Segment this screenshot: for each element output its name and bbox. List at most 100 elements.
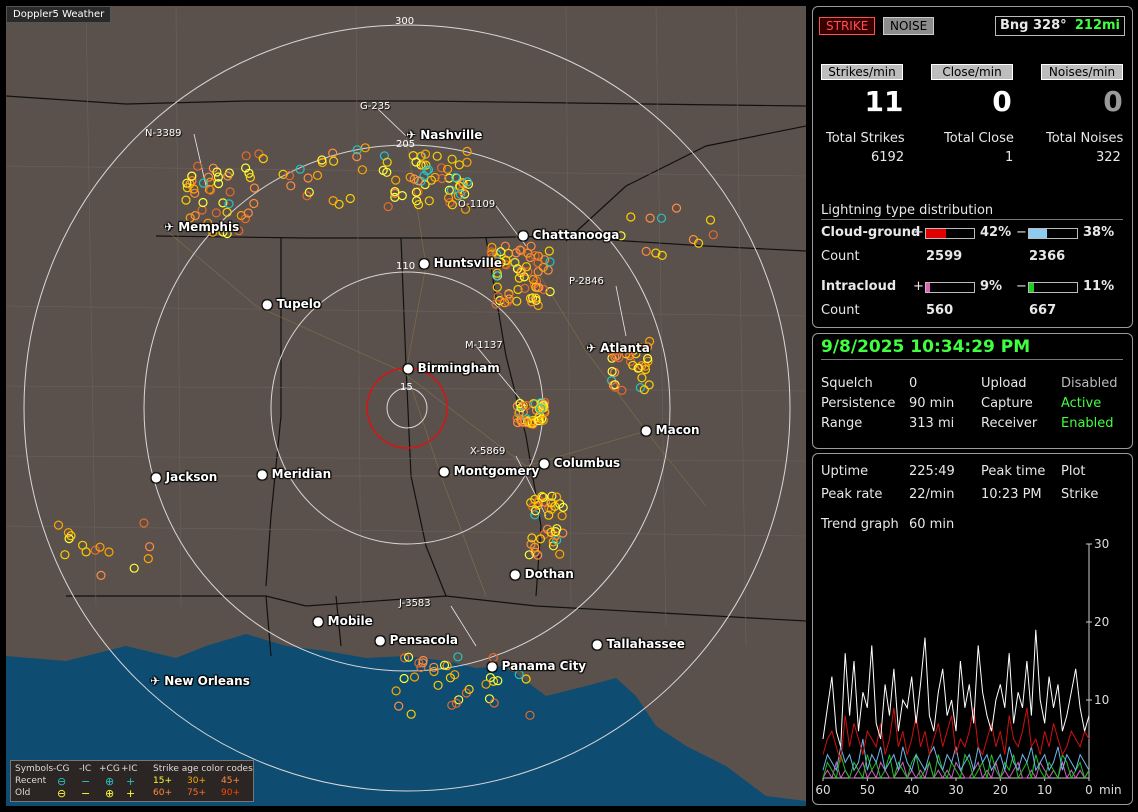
strike-marker <box>352 145 362 155</box>
neg-ic-old-icon: − <box>81 787 91 800</box>
strikes-per-min-button[interactable]: Strikes/min <box>821 64 903 80</box>
strike-marker <box>284 171 295 181</box>
city-label: ● Pensacola <box>375 633 458 647</box>
city-name: Columbus <box>553 456 621 470</box>
strike-marker <box>90 545 100 555</box>
city-label: ● Dothan <box>510 567 574 581</box>
strike-marker <box>514 669 524 680</box>
strike-marker <box>546 527 556 538</box>
range-value[interactable]: 313 mi <box>909 416 955 431</box>
strike-marker <box>642 342 653 352</box>
strike-marker <box>610 352 620 362</box>
strike-marker <box>464 684 474 695</box>
strike-marker <box>204 184 214 195</box>
upload-value[interactable]: Disabled <box>1061 376 1118 391</box>
y-tick-label: 30 <box>1094 537 1109 551</box>
strike-marker <box>486 260 496 270</box>
legend-col-neg-cg: -CG <box>53 764 70 774</box>
strike-marker <box>639 385 649 395</box>
total-close-value: 1 <box>1005 150 1014 165</box>
strike-marker <box>530 494 540 504</box>
ic-count-label: Count <box>821 303 860 318</box>
strike-marker <box>522 417 532 427</box>
ic-positive-percent: 9% <box>980 279 1003 294</box>
strike-marker <box>526 297 537 307</box>
legend-col-pos-ic: +IC <box>121 764 138 774</box>
strike-marker <box>610 382 620 392</box>
city-name: Huntsville <box>433 256 502 270</box>
strike-marker <box>627 345 637 355</box>
strike-marker <box>429 662 439 672</box>
strike-marker <box>633 363 643 373</box>
strike-marker <box>538 262 548 272</box>
strike-marker <box>460 204 471 214</box>
capture-value[interactable]: Active <box>1061 396 1102 411</box>
city-name: Pensacola <box>389 633 458 647</box>
trend-graph-value[interactable]: 60 min <box>909 517 955 532</box>
noises-per-min-button[interactable]: Noises/min <box>1041 64 1123 80</box>
city-name: Tupelo <box>276 297 322 311</box>
close-per-min-button[interactable]: Close/min <box>931 64 1013 80</box>
strike-marker <box>488 652 498 663</box>
ic-negative-count: 667 <box>1029 303 1057 318</box>
strike-marker <box>447 700 457 710</box>
strike-marker <box>245 172 255 183</box>
city-name: Meridian <box>271 467 332 481</box>
strike-marker <box>278 169 288 179</box>
series-line <box>822 753 1090 780</box>
close-per-min-value: 0 <box>992 85 1012 118</box>
ic-positive-bar <box>925 282 975 293</box>
city-dot-icon: ● <box>257 467 272 481</box>
county-lines <box>6 6 806 647</box>
receiver-value[interactable]: Enabled <box>1061 416 1114 431</box>
strike-marker <box>517 417 527 427</box>
city-name: Macon <box>655 423 700 437</box>
strike-marker <box>515 398 525 409</box>
squelch-value[interactable]: 0 <box>909 376 918 391</box>
map-canvas[interactable] <box>6 6 806 806</box>
city-name: Montgomery <box>453 464 540 478</box>
strike-marker <box>424 196 434 206</box>
strike-marker <box>139 518 149 528</box>
strike-marker <box>406 709 416 719</box>
strike-marker <box>528 399 539 409</box>
ic-negative-fill <box>1029 283 1035 292</box>
strike-marker <box>633 342 644 352</box>
strike-marker <box>312 170 323 180</box>
strike-marker <box>451 698 461 708</box>
receiver-label: Receiver <box>981 416 1038 431</box>
strike-marker <box>433 680 443 690</box>
persistence-value[interactable]: 90 min <box>909 396 955 411</box>
strike-marker <box>405 172 415 182</box>
lightning-map[interactable]: Doppler5 Weather ✈ Nashville ✈ Memphis ● C… <box>6 6 806 806</box>
strike-marker <box>552 535 562 545</box>
city-name: New Orleans <box>164 674 250 688</box>
strike-marker <box>317 155 327 165</box>
strike-marker <box>394 701 404 711</box>
strike-marker <box>63 527 74 538</box>
cg-count-label: Count <box>821 249 860 264</box>
strike-button[interactable]: STRIKE <box>819 17 876 35</box>
city-name: Birmingham <box>417 361 500 375</box>
strike-marker <box>481 679 491 689</box>
flash-label: X-5869 <box>470 446 506 457</box>
city-name: Mobile <box>327 614 373 628</box>
strike-marker <box>538 492 548 502</box>
range-rings <box>23 24 791 792</box>
status-panel: STRIKE NOISE Bng 328° 212mi Strikes/min … <box>812 6 1133 328</box>
city-name: Dothan <box>524 567 574 581</box>
strike-marker <box>543 265 553 275</box>
strike-marker <box>513 284 523 295</box>
strike-marker <box>391 175 401 185</box>
strike-marker <box>521 400 532 411</box>
plot-value[interactable]: Strike <box>1061 487 1099 502</box>
city-label: ● Tupelo <box>262 297 321 311</box>
strike-marker <box>303 173 313 183</box>
strike-marker <box>414 658 424 668</box>
strike-marker <box>535 534 546 544</box>
total-noises-label: Total Noises <box>1046 131 1124 146</box>
noise-button[interactable]: NOISE <box>883 17 935 35</box>
strike-marker <box>526 539 536 549</box>
strike-marker <box>241 163 251 173</box>
neg-ic-recent-icon: − <box>81 775 91 788</box>
